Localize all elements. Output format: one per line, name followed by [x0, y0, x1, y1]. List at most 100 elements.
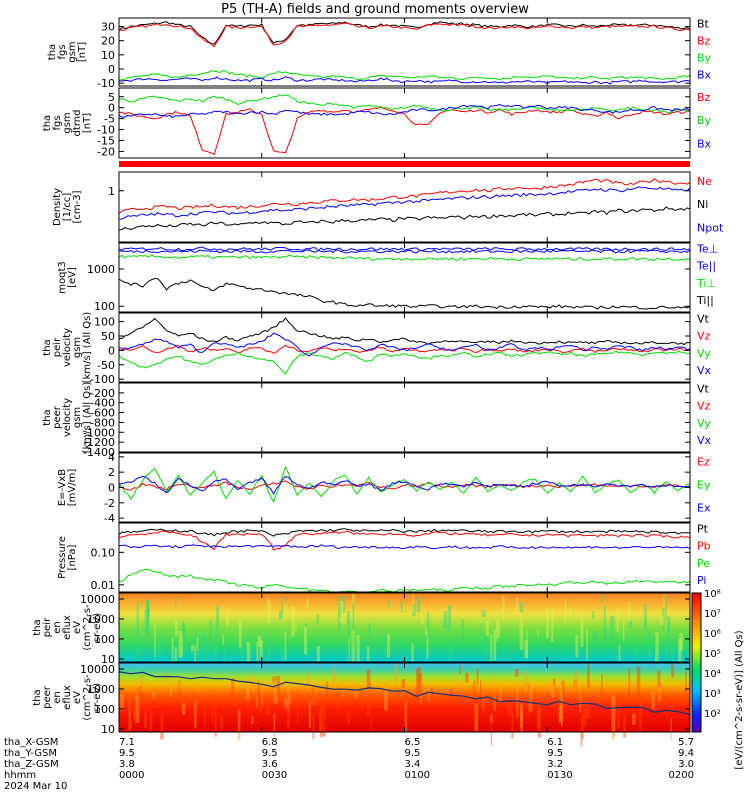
spectrogram-streak	[356, 635, 360, 667]
spectrogram-streak	[412, 593, 414, 612]
y-tick-label: -2	[104, 497, 115, 510]
spectrogram-streak	[304, 626, 308, 655]
legend-Pe: Pe	[697, 557, 710, 570]
y-axis-label: [nT]	[77, 42, 88, 62]
spectrogram-streak	[291, 606, 295, 637]
spectrogram-streak	[493, 695, 496, 711]
spectrogram-streak	[520, 706, 523, 732]
footer-row-label: tha_Z-GSM	[4, 759, 59, 770]
spectrogram-streak	[332, 669, 336, 686]
y-tick-label: 0	[108, 344, 115, 357]
spectrogram-streak	[307, 672, 310, 693]
spectrogram-streak	[256, 641, 259, 662]
y-tick-label: 0	[108, 482, 115, 495]
spectrogram-streak	[251, 716, 254, 725]
spectrogram-streak	[219, 714, 224, 731]
spectrogram-streak	[393, 641, 397, 653]
panel-pressure: 0.10 0.01 Pressure [nPa] Pt Pb Pe Pi	[57, 522, 711, 593]
spectrogram-streak	[487, 643, 490, 670]
colorbar-gradient	[691, 592, 702, 733]
plot-title: P5 (TH-A) fields and ground moments over…	[221, 2, 529, 17]
spectrogram-streak	[551, 684, 555, 698]
series-By-line	[118, 70, 691, 81]
legend-Ne: Ne	[697, 175, 712, 188]
footer-z-value: 3.8	[119, 759, 135, 770]
spectrogram-streak	[634, 647, 638, 668]
spectrogram-streak	[145, 600, 150, 636]
spectrogram-streak	[178, 630, 183, 658]
series-Pt-line	[118, 528, 691, 537]
spectrogram-streak	[204, 702, 206, 730]
spectrogram-streak	[154, 622, 156, 658]
spectrogram-streak	[369, 682, 371, 715]
y-axis-label: tha	[47, 44, 58, 60]
spectrogram-streak	[312, 684, 315, 706]
y-axis-label: en	[52, 691, 63, 704]
spectrogram-streak	[366, 669, 371, 690]
legend-Bx: Bx	[697, 68, 712, 81]
spectrogram-streak	[242, 636, 245, 665]
legend-Vy: Vy	[697, 347, 711, 360]
spectrogram-streak	[209, 619, 212, 651]
spectrogram-streak	[618, 645, 621, 661]
footer-x-value: 6.8	[262, 737, 278, 748]
spectrogram-streak	[383, 635, 388, 658]
spectrogram-streak	[283, 698, 287, 708]
spectrogram-streak	[467, 672, 470, 683]
spectrogram-streak	[261, 682, 263, 706]
energy-boundary	[118, 671, 691, 716]
y-tick-label: -1400	[83, 446, 115, 459]
spectrogram-streak	[196, 637, 199, 651]
footer-z-value: 3.4	[405, 759, 421, 770]
footer-x-value: 5.7	[678, 737, 694, 748]
legend-Pt: Pt	[697, 522, 709, 535]
spectrogram-streak	[257, 680, 260, 706]
footer-row-label: tha_X-GSM	[4, 737, 58, 748]
spectrogram-streak	[667, 622, 671, 633]
spectrogram-streak	[267, 644, 271, 677]
y-tick-label: 0	[108, 63, 115, 76]
legend-Vz: Vz	[697, 330, 711, 343]
spectrogram-streak	[308, 700, 311, 729]
colorbar-tick-label: 10⁸	[704, 589, 721, 600]
spectrogram-streak	[581, 712, 584, 739]
legend-Pi: Pi	[697, 574, 706, 587]
spectrogram-streak	[496, 619, 501, 638]
legend-Vt: Vt	[697, 312, 710, 325]
series-Bt-line	[118, 21, 691, 45]
spectrogram-streak	[316, 646, 320, 676]
footer-z-value: 3.2	[547, 759, 563, 770]
spectrogram-streak	[651, 691, 655, 710]
spectrogram-streak	[474, 704, 478, 731]
y-tick-label: 2	[108, 466, 115, 479]
spectrogram-streak	[193, 637, 196, 654]
y-axis-label: sr-eV)	[92, 613, 103, 642]
spectrogram-streak	[306, 599, 309, 608]
spectrogram-streak	[237, 709, 241, 740]
series-Bx-line	[118, 103, 691, 119]
colorbar-tick-label: 10³	[704, 689, 721, 700]
y-tick-label: 10000	[80, 663, 115, 676]
series-Npot-line	[118, 186, 691, 220]
series-By-line	[118, 94, 691, 114]
y-axis-label: Pressure	[57, 536, 68, 579]
spectrogram-streak	[316, 614, 320, 624]
spectrogram-streak	[545, 608, 550, 639]
y-axis-label: [km/s] (All Qs)	[82, 312, 93, 384]
spectrogram-streak	[266, 702, 271, 715]
spectrogram-streak	[321, 693, 325, 712]
spectrogram-streak	[342, 595, 346, 613]
y-tick-label: 1000	[87, 683, 115, 696]
spectrogram-streak	[537, 703, 542, 738]
spectrogram-streak	[136, 694, 140, 715]
y-axis-label: (cm^2-s-	[82, 604, 93, 651]
spectrogram-streak	[287, 681, 289, 711]
spectrogram-streak	[181, 632, 183, 656]
spectrogram-streak	[658, 685, 661, 702]
y-tick-label: 0	[108, 102, 115, 115]
spectrogram-streak	[388, 599, 391, 609]
legend-Ez: Ez	[697, 456, 710, 469]
spectrogram-streak	[499, 681, 502, 704]
spectrogram-streak	[537, 705, 541, 716]
